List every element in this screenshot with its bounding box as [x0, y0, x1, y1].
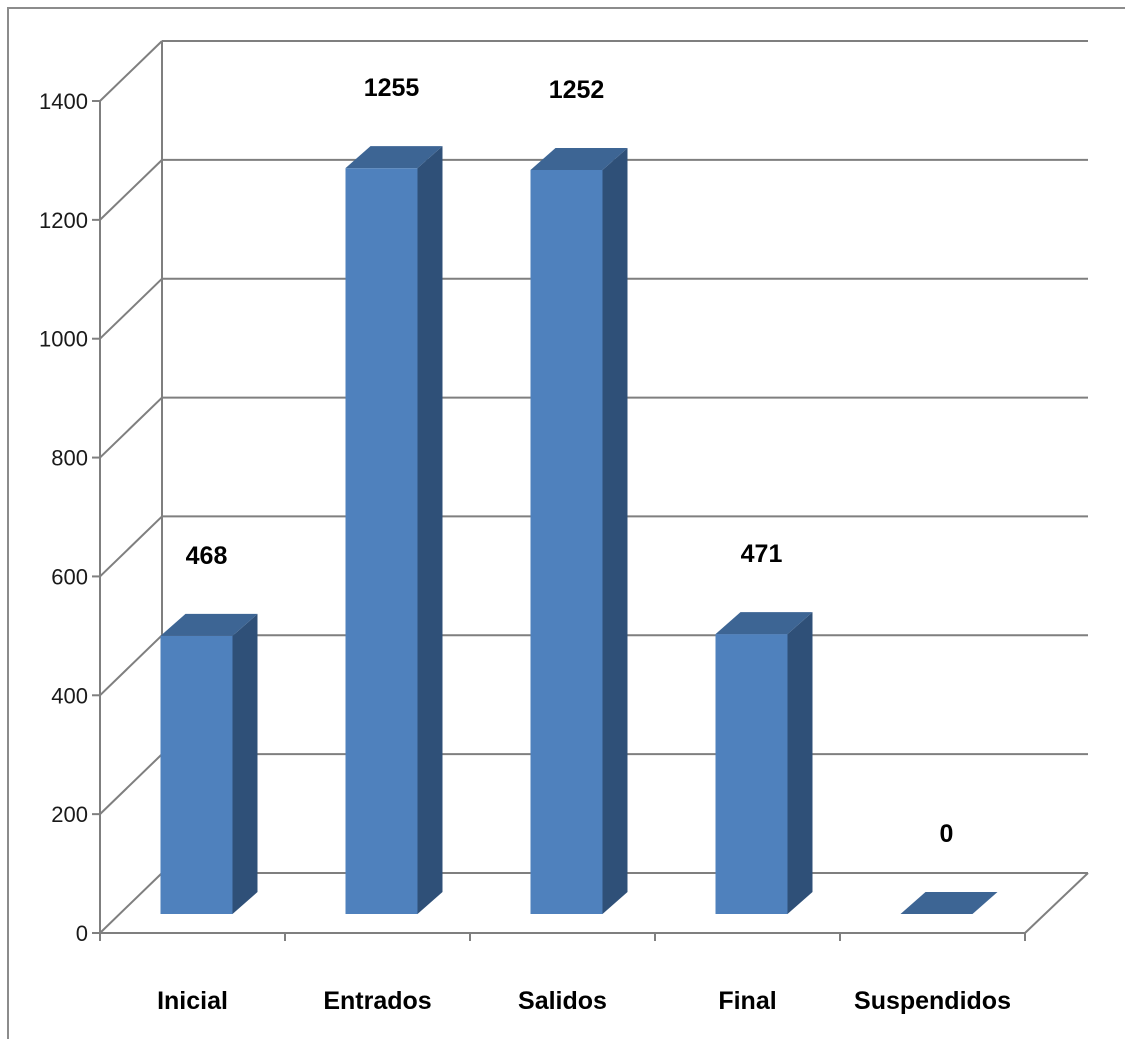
y-tick-label: 800: [51, 446, 88, 471]
bar-front: [345, 168, 418, 914]
bar-final: [715, 612, 813, 914]
bar-side: [787, 612, 813, 914]
gridline-depth: [99, 277, 163, 340]
gridline-depth: [99, 159, 163, 221]
data-label: 1252: [549, 76, 605, 104]
y-tick-label: 1400: [39, 89, 88, 114]
bars: [160, 146, 998, 914]
gridline-depth: [99, 634, 163, 697]
x-tick-label: Inicial: [157, 987, 228, 1015]
labels: 0 200 400 600 800 1000 1200 1400 468 Inicial 1255 E…: [39, 74, 1011, 1015]
gridline-depth: [99, 396, 163, 459]
bar-top: [160, 613, 258, 636]
gridline-depth: [99, 753, 163, 815]
gridline-depth: [99, 40, 163, 102]
data-label: 471: [741, 540, 783, 568]
bar-salidos: [530, 147, 628, 914]
y-tick-label: 400: [51, 683, 88, 708]
y-tick-label: 200: [51, 802, 88, 827]
bar-top: [715, 612, 813, 635]
bar-entrados: [345, 146, 443, 914]
x-tick-label: Salidos: [518, 987, 607, 1015]
bar-front: [715, 634, 788, 914]
y-tick-label: 600: [51, 564, 88, 589]
chart-border: [7, 7, 1125, 1039]
y-tick-label: 0: [76, 921, 88, 946]
bar-side: [417, 146, 443, 914]
bar-side: [232, 613, 258, 914]
bar-suspendidos: [900, 892, 998, 914]
x-tick-label: Suspendidos: [854, 987, 1011, 1015]
y-tick-label: 1200: [39, 208, 88, 233]
data-label: 0: [940, 820, 954, 848]
bar-side: [602, 147, 628, 914]
gridline-depth: [99, 872, 163, 934]
bar-top: [530, 147, 628, 170]
bar-front: [160, 635, 233, 914]
bar-top: [345, 146, 443, 169]
bar-inicial: [160, 613, 258, 914]
data-label: 468: [186, 542, 228, 570]
floor-right-edge: [1024, 872, 1089, 934]
data-label: 1255: [364, 74, 420, 102]
bar-top: [900, 892, 998, 914]
x-tick-label: Entrados: [323, 987, 431, 1015]
gridline-depth: [99, 515, 163, 578]
bar-front: [530, 169, 603, 914]
y-tick-label: 1000: [39, 327, 88, 352]
x-tick-label: Final: [718, 987, 776, 1015]
